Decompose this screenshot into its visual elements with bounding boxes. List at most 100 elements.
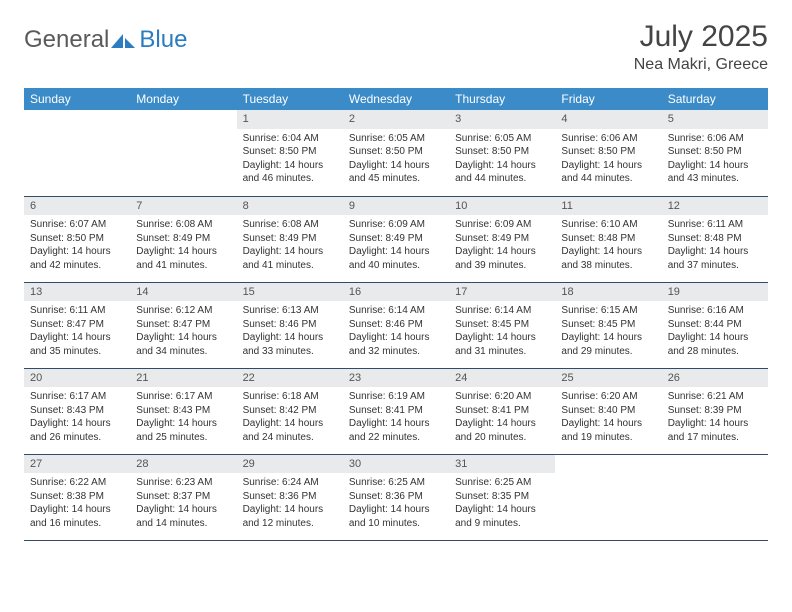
day-body: Sunrise: 6:17 AMSunset: 8:43 PMDaylight:… xyxy=(130,387,236,450)
calendar-day-cell: 5Sunrise: 6:06 AMSunset: 8:50 PMDaylight… xyxy=(662,110,768,196)
day-sunrise: Sunrise: 6:11 AM xyxy=(30,304,124,318)
day-sunset: Sunset: 8:41 PM xyxy=(455,404,549,418)
calendar-day-cell: 22Sunrise: 6:18 AMSunset: 8:42 PMDayligh… xyxy=(237,368,343,454)
day-daylight1: Daylight: 14 hours xyxy=(349,503,443,517)
day-daylight2: and 44 minutes. xyxy=(455,172,549,186)
day-body: Sunrise: 6:21 AMSunset: 8:39 PMDaylight:… xyxy=(662,387,768,450)
calendar-day-cell: 25Sunrise: 6:20 AMSunset: 8:40 PMDayligh… xyxy=(555,368,661,454)
day-daylight1: Daylight: 14 hours xyxy=(136,331,230,345)
day-sunrise: Sunrise: 6:05 AM xyxy=(455,132,549,146)
calendar-day-cell: 6Sunrise: 6:07 AMSunset: 8:50 PMDaylight… xyxy=(24,196,130,282)
logo-sail-icon xyxy=(109,32,137,50)
calendar-week-row: 6Sunrise: 6:07 AMSunset: 8:50 PMDaylight… xyxy=(24,196,768,282)
day-daylight1: Daylight: 14 hours xyxy=(243,245,337,259)
day-body: Sunrise: 6:11 AMSunset: 8:48 PMDaylight:… xyxy=(662,215,768,278)
calendar-day-cell: 17Sunrise: 6:14 AMSunset: 8:45 PMDayligh… xyxy=(449,282,555,368)
day-sunset: Sunset: 8:36 PM xyxy=(349,490,443,504)
calendar-day-cell: 26Sunrise: 6:21 AMSunset: 8:39 PMDayligh… xyxy=(662,368,768,454)
day-sunset: Sunset: 8:40 PM xyxy=(561,404,655,418)
day-daylight1: Daylight: 14 hours xyxy=(455,331,549,345)
weekday-header-row: Sunday Monday Tuesday Wednesday Thursday… xyxy=(24,88,768,110)
day-sunset: Sunset: 8:47 PM xyxy=(136,318,230,332)
day-body: Sunrise: 6:11 AMSunset: 8:47 PMDaylight:… xyxy=(24,301,130,364)
day-sunrise: Sunrise: 6:06 AM xyxy=(561,132,655,146)
day-sunset: Sunset: 8:50 PM xyxy=(561,145,655,159)
day-number: 12 xyxy=(662,197,768,216)
day-body: Sunrise: 6:14 AMSunset: 8:45 PMDaylight:… xyxy=(449,301,555,364)
day-daylight1: Daylight: 14 hours xyxy=(668,417,762,431)
day-number: 21 xyxy=(130,369,236,388)
title-block: July 2025 Nea Makri, Greece xyxy=(634,20,768,74)
day-sunrise: Sunrise: 6:07 AM xyxy=(30,218,124,232)
day-daylight2: and 31 minutes. xyxy=(455,345,549,359)
day-sunrise: Sunrise: 6:23 AM xyxy=(136,476,230,490)
calendar-day-cell: 21Sunrise: 6:17 AMSunset: 8:43 PMDayligh… xyxy=(130,368,236,454)
day-daylight1: Daylight: 14 hours xyxy=(349,417,443,431)
day-body: Sunrise: 6:04 AMSunset: 8:50 PMDaylight:… xyxy=(237,129,343,192)
day-daylight2: and 44 minutes. xyxy=(561,172,655,186)
day-number: 24 xyxy=(449,369,555,388)
weekday-header: Sunday xyxy=(24,88,130,110)
day-sunset: Sunset: 8:38 PM xyxy=(30,490,124,504)
weekday-header: Tuesday xyxy=(237,88,343,110)
calendar-day-cell: 20Sunrise: 6:17 AMSunset: 8:43 PMDayligh… xyxy=(24,368,130,454)
calendar-day-cell: 11Sunrise: 6:10 AMSunset: 8:48 PMDayligh… xyxy=(555,196,661,282)
day-sunrise: Sunrise: 6:21 AM xyxy=(668,390,762,404)
calendar-day-cell: 9Sunrise: 6:09 AMSunset: 8:49 PMDaylight… xyxy=(343,196,449,282)
day-sunset: Sunset: 8:49 PM xyxy=(455,232,549,246)
day-sunrise: Sunrise: 6:17 AM xyxy=(136,390,230,404)
day-body: Sunrise: 6:19 AMSunset: 8:41 PMDaylight:… xyxy=(343,387,449,450)
day-number: 1 xyxy=(237,110,343,129)
day-sunset: Sunset: 8:36 PM xyxy=(243,490,337,504)
day-sunrise: Sunrise: 6:20 AM xyxy=(455,390,549,404)
day-daylight1: Daylight: 14 hours xyxy=(349,331,443,345)
day-sunrise: Sunrise: 6:06 AM xyxy=(668,132,762,146)
day-sunrise: Sunrise: 6:25 AM xyxy=(455,476,549,490)
day-daylight2: and 17 minutes. xyxy=(668,431,762,445)
calendar-day-cell: 3Sunrise: 6:05 AMSunset: 8:50 PMDaylight… xyxy=(449,110,555,196)
day-daylight1: Daylight: 14 hours xyxy=(668,159,762,173)
day-sunrise: Sunrise: 6:25 AM xyxy=(349,476,443,490)
day-sunset: Sunset: 8:41 PM xyxy=(349,404,443,418)
calendar-day-cell: 27Sunrise: 6:22 AMSunset: 8:38 PMDayligh… xyxy=(24,454,130,540)
day-daylight1: Daylight: 14 hours xyxy=(243,417,337,431)
calendar-day-cell: 29Sunrise: 6:24 AMSunset: 8:36 PMDayligh… xyxy=(237,454,343,540)
day-number: 5 xyxy=(662,110,768,129)
day-body: Sunrise: 6:08 AMSunset: 8:49 PMDaylight:… xyxy=(130,215,236,278)
day-sunrise: Sunrise: 6:14 AM xyxy=(349,304,443,318)
day-daylight1: Daylight: 14 hours xyxy=(561,331,655,345)
day-daylight1: Daylight: 14 hours xyxy=(561,159,655,173)
day-sunrise: Sunrise: 6:08 AM xyxy=(136,218,230,232)
day-body: Sunrise: 6:10 AMSunset: 8:48 PMDaylight:… xyxy=(555,215,661,278)
day-daylight2: and 10 minutes. xyxy=(349,517,443,531)
day-number: 17 xyxy=(449,283,555,302)
calendar-day-cell: 23Sunrise: 6:19 AMSunset: 8:41 PMDayligh… xyxy=(343,368,449,454)
day-sunset: Sunset: 8:50 PM xyxy=(455,145,549,159)
day-daylight1: Daylight: 14 hours xyxy=(243,331,337,345)
day-number: 7 xyxy=(130,197,236,216)
calendar-day-cell xyxy=(555,454,661,540)
day-daylight1: Daylight: 14 hours xyxy=(243,503,337,517)
calendar-day-cell xyxy=(24,110,130,196)
calendar-week-row: 13Sunrise: 6:11 AMSunset: 8:47 PMDayligh… xyxy=(24,282,768,368)
day-daylight1: Daylight: 14 hours xyxy=(561,417,655,431)
day-number: 29 xyxy=(237,455,343,474)
day-sunset: Sunset: 8:48 PM xyxy=(668,232,762,246)
weekday-header: Friday xyxy=(555,88,661,110)
day-sunset: Sunset: 8:50 PM xyxy=(243,145,337,159)
day-body: Sunrise: 6:25 AMSunset: 8:36 PMDaylight:… xyxy=(343,473,449,536)
day-sunrise: Sunrise: 6:16 AM xyxy=(668,304,762,318)
day-daylight2: and 38 minutes. xyxy=(561,259,655,273)
day-number: 10 xyxy=(449,197,555,216)
day-number: 4 xyxy=(555,110,661,129)
day-daylight1: Daylight: 14 hours xyxy=(455,245,549,259)
logo-text-blue: Blue xyxy=(139,26,187,54)
calendar-day-cell: 12Sunrise: 6:11 AMSunset: 8:48 PMDayligh… xyxy=(662,196,768,282)
calendar-day-cell: 28Sunrise: 6:23 AMSunset: 8:37 PMDayligh… xyxy=(130,454,236,540)
day-sunset: Sunset: 8:35 PM xyxy=(455,490,549,504)
header: General Blue July 2025 Nea Makri, Greece xyxy=(24,20,768,74)
day-body: Sunrise: 6:15 AMSunset: 8:45 PMDaylight:… xyxy=(555,301,661,364)
day-number: 31 xyxy=(449,455,555,474)
day-daylight2: and 46 minutes. xyxy=(243,172,337,186)
day-sunset: Sunset: 8:48 PM xyxy=(561,232,655,246)
